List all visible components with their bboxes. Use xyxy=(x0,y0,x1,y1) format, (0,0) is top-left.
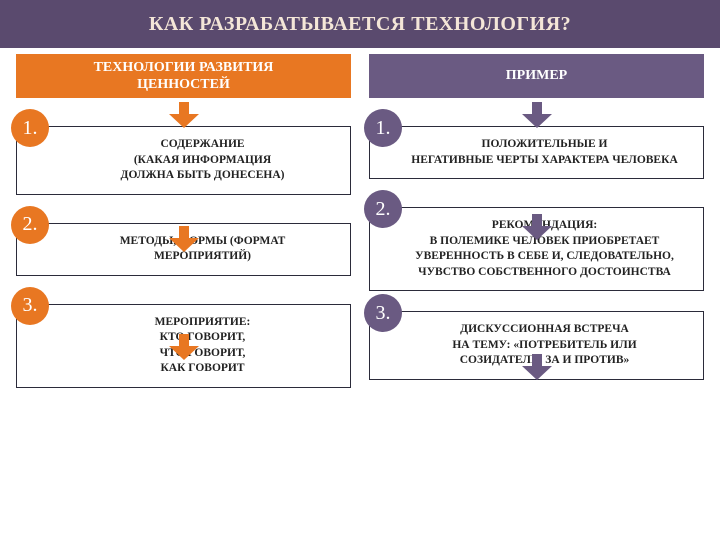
step-badge: 3. xyxy=(11,287,49,325)
step-badge: 3. xyxy=(364,294,402,332)
arrow-down-icon xyxy=(522,102,552,128)
box-text: ПОЛОЖИТЕЛЬНЫЕ И НЕГАТИВНЫЕ ЧЕРТЫ ХАРАКТЕ… xyxy=(398,137,691,168)
step-badge: 1. xyxy=(364,109,402,147)
box-text: СОДЕРЖАНИЕ (КАКАЯ ИНФОРМАЦИЯ ДОЛЖНА БЫТЬ… xyxy=(65,137,340,184)
left-subheader: ТЕХНОЛОГИИ РАЗВИТИЯ ЦЕННОСТЕЙ xyxy=(16,54,351,98)
box-text: МЕТОДЫ, ФОРМЫ (ФОРМАТ МЕРОПРИЯТИЙ) xyxy=(65,234,340,265)
step-badge: 2. xyxy=(364,190,402,228)
arrow-down-icon xyxy=(522,214,552,240)
arrow-down-icon xyxy=(169,102,199,128)
page-header: КАК РАЗРАБАТЫВАЕТСЯ ТЕХНОЛОГИЯ? xyxy=(0,0,720,48)
columns: ТЕХНОЛОГИИ РАЗВИТИЯ ЦЕННОСТЕЙ 1. СОДЕРЖА… xyxy=(0,48,720,388)
page-title: КАК РАЗРАБАТЫВАЕТСЯ ТЕХНОЛОГИЯ? xyxy=(149,13,571,36)
step-badge: 2. xyxy=(11,206,49,244)
step-badge: 1. xyxy=(11,109,49,147)
arrow-down-icon xyxy=(169,226,199,252)
left-column: ТЕХНОЛОГИИ РАЗВИТИЯ ЦЕННОСТЕЙ 1. СОДЕРЖА… xyxy=(16,54,351,388)
arrow-down-icon xyxy=(169,334,199,360)
arrow-down-icon xyxy=(522,354,552,380)
box-text: МЕРОПРИЯТИЕ: КТО ГОВОРИТ, ЧТО ГОВОРИТ, К… xyxy=(65,315,340,377)
right-column: ПРИМЕР 1. ПОЛОЖИТЕЛЬНЫЕ И НЕГАТИВНЫЕ ЧЕР… xyxy=(369,54,704,388)
right-subheader: ПРИМЕР xyxy=(369,54,704,98)
left-box-1: 1. СОДЕРЖАНИЕ (КАКАЯ ИНФОРМАЦИЯ ДОЛЖНА Б… xyxy=(16,126,351,195)
right-box-1: 1. ПОЛОЖИТЕЛЬНЫЕ И НЕГАТИВНЫЕ ЧЕРТЫ ХАРА… xyxy=(369,126,704,179)
